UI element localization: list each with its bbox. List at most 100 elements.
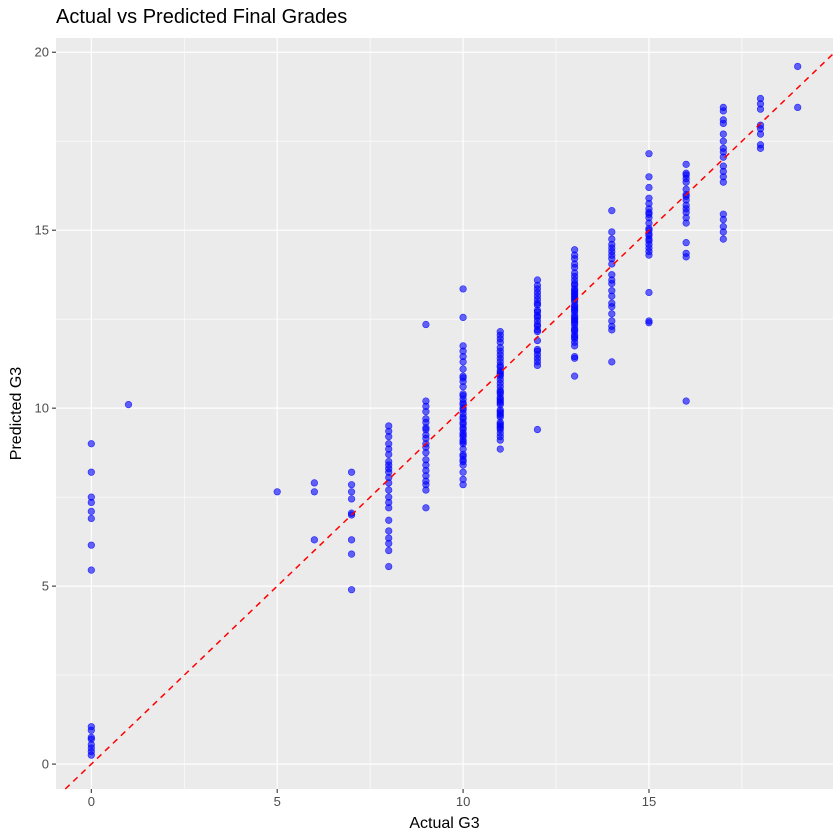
data-point bbox=[459, 383, 467, 391]
data-point bbox=[459, 365, 467, 373]
data-point bbox=[87, 498, 95, 507]
data-point bbox=[347, 536, 356, 544]
y-tick-label: 10 bbox=[35, 401, 49, 416]
data-point bbox=[645, 199, 653, 208]
data-point bbox=[719, 148, 727, 156]
plot-panel bbox=[56, 38, 833, 789]
data-point bbox=[719, 167, 727, 176]
data-point bbox=[496, 376, 504, 384]
data-point bbox=[496, 409, 504, 418]
data-point bbox=[347, 550, 356, 558]
data-point bbox=[459, 285, 467, 293]
data-point bbox=[459, 392, 467, 400]
data-point bbox=[682, 205, 690, 213]
data-point bbox=[682, 253, 690, 261]
gridlines bbox=[56, 38, 833, 789]
data-point bbox=[719, 235, 727, 243]
data-point bbox=[571, 304, 579, 313]
data-point bbox=[645, 288, 653, 297]
data-point bbox=[87, 514, 95, 523]
data-point bbox=[719, 137, 727, 145]
data-point bbox=[385, 546, 393, 555]
data-point bbox=[719, 116, 727, 124]
x-tick-label: 5 bbox=[274, 794, 281, 809]
data-point bbox=[422, 504, 430, 512]
data-point bbox=[533, 285, 542, 293]
data-point bbox=[459, 456, 467, 464]
data-point bbox=[459, 406, 467, 414]
data-point bbox=[608, 310, 616, 318]
data-point bbox=[533, 425, 542, 434]
data-point bbox=[794, 62, 802, 71]
data-point bbox=[533, 292, 542, 300]
data-point bbox=[645, 150, 653, 158]
data-point bbox=[496, 397, 504, 405]
data-point bbox=[571, 263, 579, 272]
data-point bbox=[385, 486, 393, 494]
data-point bbox=[496, 422, 504, 430]
data-point bbox=[385, 498, 393, 507]
data-point bbox=[682, 169, 690, 177]
data-point bbox=[87, 440, 95, 448]
data-point bbox=[682, 239, 690, 247]
data-point bbox=[719, 215, 727, 224]
data-point bbox=[496, 433, 504, 441]
y-axis: 0 5 10 15 20 bbox=[35, 45, 56, 772]
y-tick-label: 15 bbox=[35, 223, 49, 238]
data-point bbox=[385, 562, 393, 571]
data-point bbox=[385, 433, 393, 441]
data-point bbox=[459, 424, 467, 432]
data-point bbox=[571, 326, 579, 334]
data-point bbox=[87, 507, 95, 515]
data-point bbox=[87, 468, 95, 476]
data-point bbox=[533, 361, 542, 370]
data-point bbox=[459, 481, 467, 489]
data-point bbox=[459, 438, 467, 446]
data-point bbox=[422, 449, 430, 457]
data-point bbox=[608, 326, 616, 334]
x-tick-label: 15 bbox=[642, 794, 656, 809]
data-point bbox=[571, 272, 579, 281]
data-point bbox=[459, 313, 467, 322]
data-point bbox=[719, 130, 727, 138]
data-point bbox=[608, 260, 616, 268]
data-point bbox=[608, 292, 616, 300]
data-point bbox=[87, 726, 95, 734]
y-axis-title: Predicted G3 bbox=[8, 367, 25, 460]
data-point bbox=[87, 566, 95, 574]
data-point bbox=[645, 173, 653, 181]
data-point bbox=[87, 751, 95, 759]
data-point bbox=[645, 237, 653, 245]
data-point bbox=[645, 183, 653, 192]
data-point bbox=[533, 308, 542, 316]
data-point bbox=[608, 303, 616, 311]
data-point bbox=[533, 299, 542, 307]
chart-title: Actual vs Predicted Final Grades bbox=[56, 6, 347, 28]
data-point bbox=[347, 488, 356, 496]
x-axis: 0 5 10 15 bbox=[88, 789, 656, 809]
data-point bbox=[533, 326, 542, 334]
data-point bbox=[87, 541, 95, 549]
y-tick-label: 0 bbox=[42, 757, 49, 772]
data-point bbox=[422, 486, 430, 494]
data-point bbox=[682, 397, 690, 405]
data-point bbox=[496, 335, 504, 343]
data-point bbox=[571, 317, 579, 325]
data-point bbox=[124, 401, 133, 409]
data-point bbox=[719, 107, 727, 115]
data-point bbox=[533, 347, 542, 355]
data-point bbox=[794, 103, 802, 112]
data-point bbox=[422, 424, 430, 432]
data-point bbox=[459, 399, 467, 407]
data-point bbox=[347, 468, 356, 476]
data-point bbox=[310, 488, 318, 496]
data-point bbox=[756, 105, 765, 113]
y-tick-label: 20 bbox=[35, 45, 49, 60]
x-axis-title: Actual G3 bbox=[409, 815, 479, 832]
data-point bbox=[682, 196, 690, 204]
data-point bbox=[645, 210, 653, 218]
data-point bbox=[608, 276, 616, 284]
data-point bbox=[310, 479, 318, 487]
data-point bbox=[682, 219, 690, 227]
data-point bbox=[571, 333, 579, 341]
